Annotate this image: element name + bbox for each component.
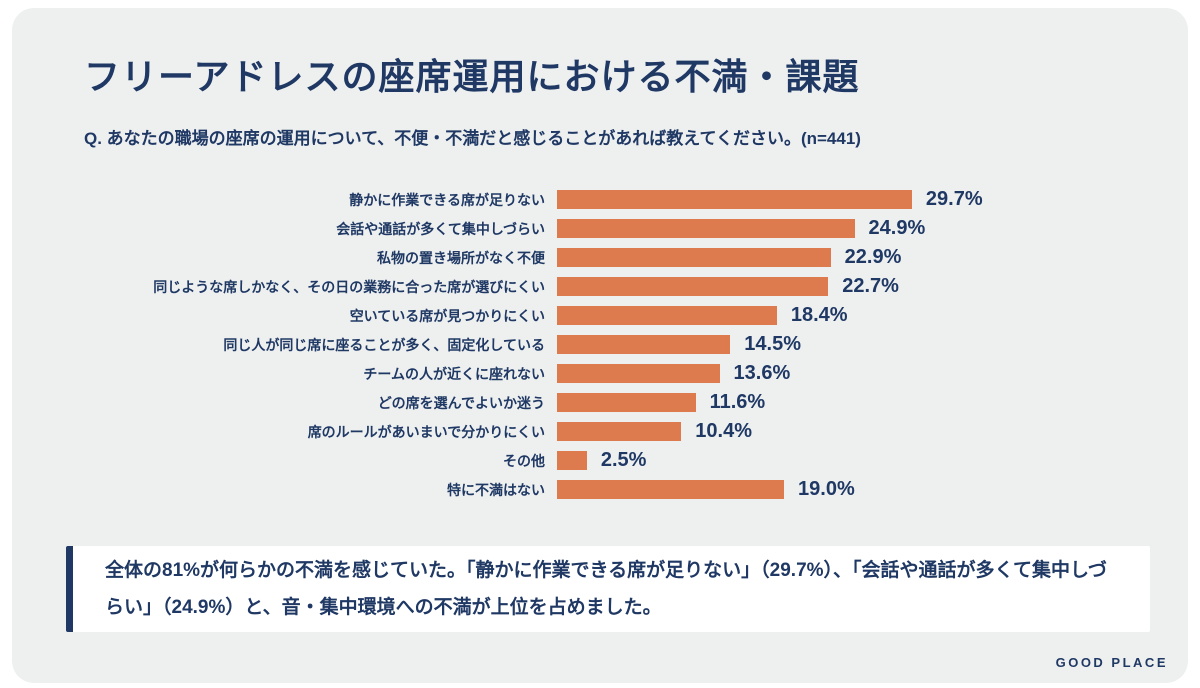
bar-row: 静かに作業できる席が足りない 29.7% (12, 185, 1188, 214)
bar-row: その他 2.5% (12, 446, 1188, 475)
bar-label: その他 (503, 452, 545, 469)
bar (557, 422, 682, 441)
bar-chart: 静かに作業できる席が足りない 29.7% 会話や通話が多くて集中しづらい 24.9% 私… (12, 185, 1188, 504)
bar-value: 2.5% (600, 449, 647, 471)
bar-label: 特に不満はない (447, 481, 545, 498)
bar-label: 同じような席しかなく、その日の業務に合った席が選びにくい (153, 278, 545, 295)
bar (557, 277, 829, 296)
bar-row: 席のルールがあいまいで分かりにくい 10.4% (12, 417, 1188, 446)
slide-card: フリーアドレスの座席運用における不満・課題 Q. あなたの職場の座席の運用につい… (12, 8, 1188, 683)
bar (557, 219, 855, 238)
bar (557, 248, 831, 267)
bar-label: どの席を選んでよいか迷う (377, 394, 545, 411)
bar-row: どの席を選んでよいか迷う 11.6% (12, 388, 1188, 417)
bar-row: 空いている席が見つかりにくい 18.4% (12, 301, 1188, 330)
bar-row: 同じ人が同じ席に座ることが多く、固定化している 14.5% (12, 330, 1188, 359)
bar-value: 22.7% (842, 275, 899, 297)
bar (557, 451, 587, 470)
bar-label: 静かに作業できる席が足りない (349, 191, 545, 208)
bar-value: 18.4% (790, 304, 848, 326)
bar (557, 393, 696, 412)
bar-row: 会話や通話が多くて集中しづらい 24.9% (12, 214, 1188, 243)
bar (557, 335, 731, 354)
bar-value: 19.0% (798, 478, 855, 500)
bar-value: 11.6% (709, 391, 766, 413)
page-title: フリーアドレスの座席運用における不満・課題 (84, 56, 860, 97)
bar (557, 480, 785, 499)
bar-label: 私物の置き場所がなく不便 (377, 249, 545, 266)
bar-value: 22.9% (844, 246, 902, 268)
bar-row: チームの人が近くに座れない 13.6% (12, 359, 1188, 388)
bar-value: 10.4% (695, 420, 752, 442)
bar-row: 特に不満はない 19.0% (12, 475, 1188, 504)
survey-question: Q. あなたの職場の座席の運用について、不便・不満だと感じることがあれば教えてく… (84, 129, 861, 148)
bar-label: 同じ人が同じ席に座ることが多く、固定化している (223, 336, 545, 353)
bar-label: 会話や通話が多くて集中しづらい (336, 220, 545, 237)
summary-text: 全体の81%が何らかの不満を感じていた。「静かに作業できる席が足りない」（29.… (105, 560, 1107, 618)
bar-value: 24.9% (868, 217, 926, 239)
brand-logo: GOOD PLACE (1055, 655, 1168, 670)
bar (557, 364, 720, 383)
summary-callout: 全体の81%が何らかの不満を感じていた。「静かに作業できる席が足りない」（29.… (66, 546, 1150, 632)
bar-value: 14.5% (744, 333, 801, 355)
bar-row: 同じような席しかなく、その日の業務に合った席が選びにくい 22.7% (12, 272, 1188, 301)
bar (557, 306, 777, 325)
bar-label: 空いている席が見つかりにくい (349, 307, 545, 324)
bar-value: 13.6% (733, 362, 791, 384)
bar-row: 私物の置き場所がなく不便 22.9% (12, 243, 1188, 272)
bar-value: 29.7% (925, 188, 983, 210)
bar (557, 190, 912, 209)
bar-label: チームの人が近くに座れない (363, 365, 545, 382)
bar-label: 席のルールがあいまいで分かりにくい (307, 423, 545, 440)
